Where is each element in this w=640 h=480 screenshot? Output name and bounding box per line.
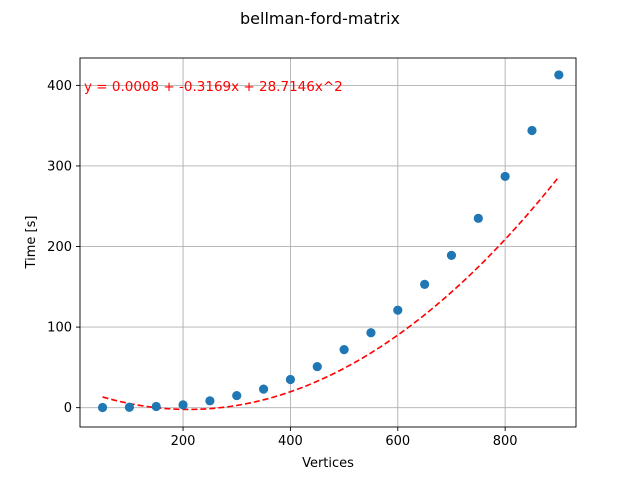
fit-curve (102, 176, 560, 411)
y-tick-label: 0 (64, 401, 72, 416)
y-axis-ticks: 0 100 200 300 400 (47, 79, 80, 416)
scatter-point (312, 361, 322, 372)
scatter-point (420, 279, 430, 289)
y-tick-label: 100 (47, 321, 72, 336)
scatter-point (339, 345, 349, 355)
x-axis-ticks: 200 400 600 800 (171, 427, 518, 449)
fit-layer (102, 176, 560, 411)
x-tick-label: 200 (171, 434, 196, 449)
y-axis-label: Time [s] (24, 216, 39, 270)
grid (80, 58, 576, 427)
scatter-point (232, 390, 242, 401)
data-points (97, 70, 564, 413)
scatter-point (393, 305, 403, 315)
scatter-point (258, 384, 269, 394)
x-tick-label: 400 (278, 434, 303, 449)
scatter-point (527, 125, 537, 136)
x-tick-label: 800 (493, 434, 518, 449)
scatter-point (97, 402, 108, 413)
x-axis-label: Vertices (302, 456, 354, 471)
scatter-point (285, 374, 296, 385)
scatter-point (124, 402, 134, 412)
x-tick-label: 600 (385, 434, 410, 449)
y-tick-label: 400 (47, 79, 72, 94)
scatter-point (554, 70, 564, 80)
fit-equation-label: y = 0.0008 + -0.3169x + 28.7146x^2 (84, 79, 343, 95)
plot-area-frame (79, 57, 577, 428)
scatter-point (500, 171, 510, 182)
scatter-point (473, 213, 483, 223)
scatter-point (205, 396, 215, 406)
scatter-point (366, 328, 376, 338)
scatter-point (178, 400, 188, 410)
y-tick-label: 300 (47, 159, 72, 174)
scatter-point (151, 401, 161, 412)
y-tick-label: 200 (47, 240, 72, 255)
scatter-point (446, 250, 457, 260)
chart-title: bellman-ford-matrix (240, 9, 400, 28)
